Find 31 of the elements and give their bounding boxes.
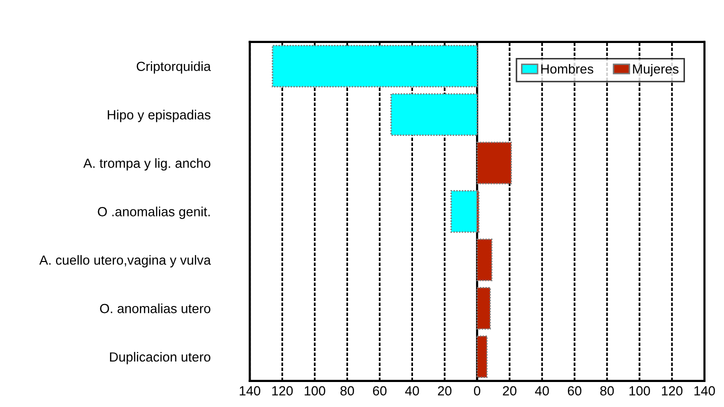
- legend-label: Mujeres: [633, 64, 678, 76]
- bar: [476, 238, 492, 282]
- x-tick-label: 40: [405, 386, 419, 396]
- bar: [272, 44, 478, 88]
- y-tick-label: A. trompa y lig. ancho: [83, 158, 210, 171]
- bar: [390, 93, 478, 136]
- y-tick-label: Hipo y epispadias: [108, 110, 210, 122]
- legend-label: Hombres: [541, 64, 594, 74]
- x-tick-label: 80: [340, 386, 354, 396]
- x-tick-label: 120: [662, 386, 682, 396]
- x-tick-label: 20: [438, 386, 452, 396]
- x-tick-label: 60: [373, 386, 387, 396]
- x-tick-label: 20: [502, 386, 516, 396]
- y-tick-label: O .anomalias genit.: [98, 206, 210, 219]
- bar: [476, 142, 512, 184]
- y-tick-label: Duplicacion utero: [110, 352, 210, 364]
- bar: [476, 287, 491, 330]
- x-tick-label: 0: [474, 386, 480, 396]
- x-tick-label: 140: [240, 386, 260, 396]
- x-tick-label: 100: [304, 386, 326, 396]
- x-tick-label: 40: [535, 386, 549, 396]
- x-tick-label: 120: [272, 386, 293, 396]
- y-tick-label: A. cuello utero,vagina y vulva: [39, 255, 211, 268]
- y-tick-label: O. anomalias utero: [100, 304, 210, 314]
- bar: [476, 335, 488, 378]
- x-tick-label: 100: [630, 386, 650, 396]
- x-tick-label: 80: [600, 386, 614, 396]
- x-tick-label: 140: [694, 386, 715, 396]
- x-tick-label: 60: [568, 386, 582, 396]
- y-tick-label: Criptorquidia: [136, 61, 211, 74]
- bar: [450, 190, 478, 233]
